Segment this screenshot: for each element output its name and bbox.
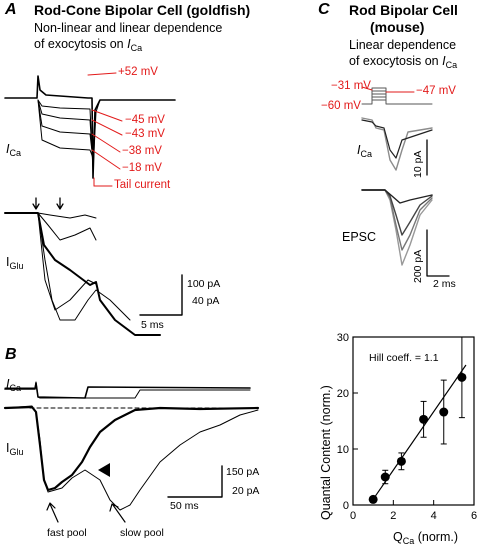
- chart-x-label: QCa (norm.): [393, 530, 458, 546]
- arrow-down-icon: [32, 197, 40, 210]
- panel-a-title: Rod-Cone Bipolar Cell (goldfish): [34, 2, 251, 18]
- b-iglu-fast: [3, 405, 260, 492]
- panel-b-scalebar: [167, 465, 223, 498]
- c-voltage-1: −31 mV: [331, 80, 371, 92]
- b-ica-thin: [4, 381, 251, 399]
- panel-a-ica-label: ICa: [6, 142, 21, 158]
- voltage-label-3: −43 mV: [125, 128, 165, 140]
- leader-43: [91, 119, 123, 136]
- quantal-content-chart: 0 2 4 6 0 10 20 30: [337, 332, 477, 522]
- leader-38: [91, 133, 121, 153]
- voltage-label-1: +52 mV: [118, 66, 158, 78]
- panel-a-scale-current-1: 100 pA: [187, 278, 221, 290]
- ica-trace-18mV: [37, 99, 94, 159]
- y-tick-label: 20: [337, 388, 349, 400]
- voltage-label-4: −38 mV: [122, 145, 162, 157]
- triangle-marker-icon: [98, 463, 110, 477]
- panel-a-subtitle-1: Non-linear and linear dependence: [34, 21, 223, 35]
- panel-a-letter: A: [5, 1, 17, 18]
- iglu-trace-3: [37, 212, 97, 311]
- y-tick-label: 0: [343, 500, 349, 512]
- panel-c-subtitle-1: Linear dependence: [349, 38, 457, 52]
- data-point: [439, 407, 449, 417]
- iglu-trace-2: [37, 212, 131, 321]
- c-epsc-scalebar: [426, 229, 450, 277]
- b-iglu-slow: [4, 405, 259, 511]
- panel-b-scale-current-2: 20 pA: [232, 485, 260, 497]
- x-tick-label: 2: [390, 510, 396, 522]
- x-tick-label: 4: [431, 510, 437, 522]
- fast-pool-arrow-icon: [46, 502, 59, 523]
- panel-a-scale-time: 5 ms: [141, 319, 164, 331]
- leader-52: [87, 72, 117, 76]
- epsc-label: EPSC: [342, 230, 377, 244]
- x-tick-label: 0: [350, 510, 356, 522]
- iglu-trace-4: [37, 212, 97, 241]
- c-leader-1: [361, 86, 373, 91]
- slow-pool-arrow-icon: [109, 503, 126, 523]
- panel-c-subtitle-2: of exocytosis on ICa: [349, 54, 458, 70]
- voltage-label-5: −18 mV: [122, 162, 162, 174]
- leader-18: [91, 149, 121, 170]
- panel-b-scale-time: 50 ms: [170, 500, 199, 512]
- panel-b-scale-current-1: 150 pA: [226, 466, 260, 478]
- c-epsc-4: [361, 189, 433, 204]
- panel-c-ica-label: ICa: [357, 143, 372, 159]
- c-voltage-3: −60 mV: [321, 100, 361, 112]
- iglu-trace-5: [37, 212, 97, 219]
- panel-a-scalebar: [139, 274, 183, 316]
- chart-annotation: Hill coeff. = 1.1: [369, 352, 439, 364]
- arrow-down-icon: [56, 197, 64, 210]
- ica-trace-43mV: [37, 99, 94, 166]
- panel-c-time-scale: 2 ms: [433, 278, 456, 290]
- data-point: [457, 372, 467, 382]
- ica-trace-38mV: [37, 99, 94, 161]
- leader-45: [91, 109, 123, 122]
- b-ica-thick: [4, 382, 251, 399]
- data-point: [396, 456, 406, 466]
- panel-c-title: Rod Bipolar Cell: [349, 2, 458, 18]
- y-tick-label: 10: [337, 444, 349, 456]
- ica-trace-45mV: [37, 99, 101, 171]
- panel-b-letter: B: [5, 346, 17, 363]
- data-point: [419, 414, 429, 424]
- iglu-trace-1: [4, 212, 161, 336]
- c-voltage-2: −47 mV: [416, 85, 456, 97]
- panel-a-iglu-label: IGlu: [6, 255, 24, 271]
- data-point: [380, 472, 390, 482]
- panel-c-letter: C: [318, 1, 330, 18]
- slow-pool-label: slow pool: [120, 527, 164, 539]
- c-voltage-steps: [361, 87, 433, 105]
- x-tick-label: 6: [471, 510, 477, 522]
- c-ica-trace-grey: [361, 117, 433, 171]
- fast-pool-label: fast pool: [47, 527, 87, 539]
- tail-current-label: Tail current: [114, 179, 171, 191]
- plot-frame: [352, 336, 475, 506]
- panel-a-scale-current-2: 40 pA: [192, 295, 220, 307]
- panel-c-title-2: (mouse): [370, 19, 425, 35]
- y-tick-label: 30: [337, 332, 349, 344]
- ica-trace-52mV: [4, 75, 176, 179]
- data-point: [368, 494, 378, 504]
- c-ica-trace-dark: [361, 119, 433, 159]
- panel-b-iglu-label: IGlu: [6, 441, 24, 457]
- panel-a-subtitle-2: of exocytosis on ICa: [34, 37, 143, 53]
- voltage-label-2: −45 mV: [125, 114, 165, 126]
